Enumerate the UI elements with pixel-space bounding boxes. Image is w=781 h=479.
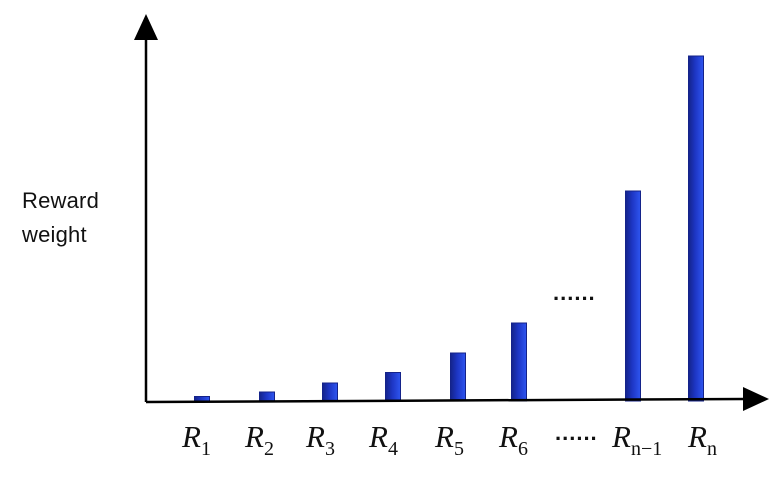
x-axis-line [145, 397, 747, 404]
y-axis-label-line-2: weight [22, 222, 87, 247]
bar-5 [450, 352, 466, 402]
tick-labels: R1 R2 R3 R4 R5 R6 Rn−1 Rn [181, 419, 717, 460]
x-axis-arrow [743, 387, 769, 411]
y-axis-arrow [134, 14, 158, 40]
bar-1 [194, 396, 210, 402]
axes [134, 14, 769, 411]
x-tick-label-5: R5 [434, 419, 464, 460]
gap-ellipsis-bottom: ...... [555, 420, 598, 445]
x-tick-label-7: Rn−1 [611, 419, 662, 460]
bar-6 [511, 322, 527, 402]
x-tick-label-1: R1 [181, 419, 211, 460]
x-tick-label-3: R3 [305, 419, 335, 460]
x-tick-label-2: R2 [244, 419, 274, 460]
bars-layer [194, 55, 704, 402]
gap-ellipsis-top: ...... [553, 280, 596, 305]
bar-7 [625, 190, 641, 402]
x-tick-label-4: R4 [368, 419, 398, 460]
bar-3 [322, 382, 338, 402]
x-tick-label-8: Rn [687, 419, 717, 460]
bar-2 [259, 391, 275, 402]
bar-4 [385, 372, 401, 402]
bar-8 [688, 55, 704, 402]
y-axis-label-line-1: Reward [22, 188, 100, 213]
x-tick-label-6: R6 [498, 419, 528, 460]
